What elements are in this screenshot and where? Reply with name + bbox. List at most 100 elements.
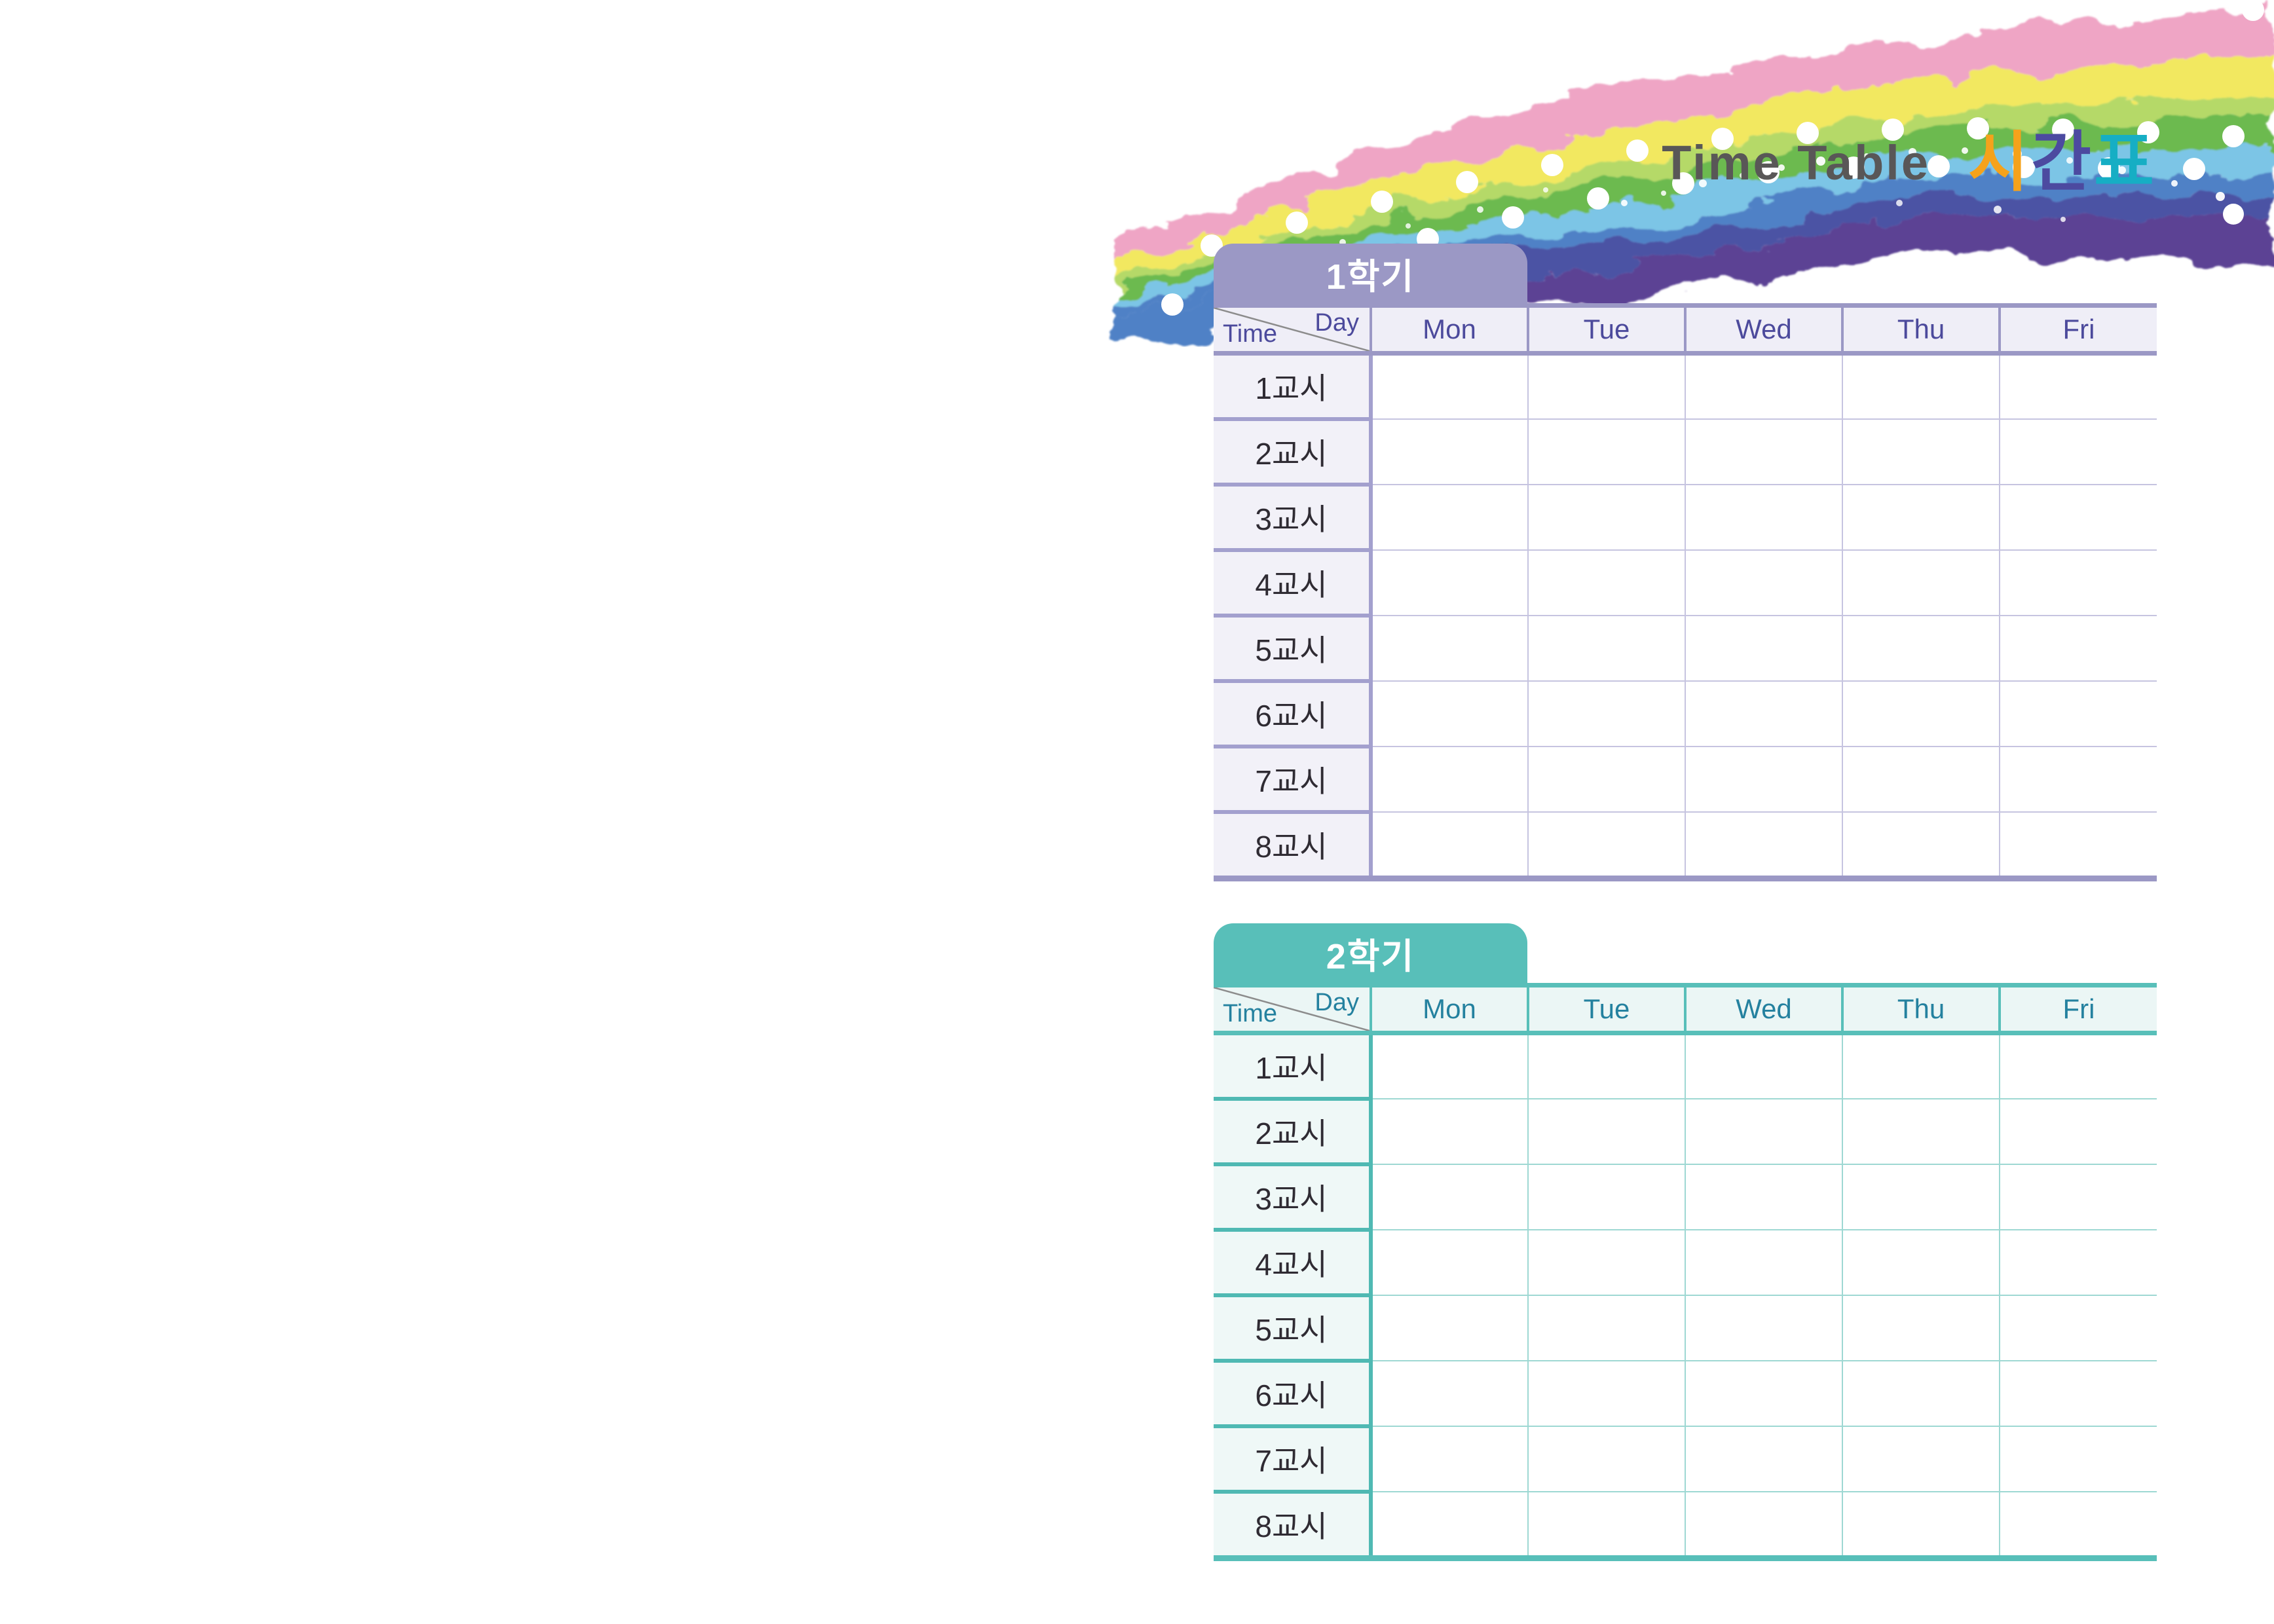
timetable-cell[interactable] <box>1685 681 1842 747</box>
timetable-cell[interactable] <box>1999 1164 2157 1230</box>
timetable-cell[interactable] <box>1370 485 1528 551</box>
timetable-cell[interactable] <box>1842 1164 2000 1230</box>
timetable-cell[interactable] <box>1842 681 2000 747</box>
timetable-cell[interactable] <box>1527 747 1685 813</box>
title-korean-char: 간 <box>2031 126 2094 199</box>
timetable-cell[interactable] <box>1842 1426 2000 1492</box>
timetable-cell[interactable] <box>1370 1426 1528 1492</box>
period-label: 1교시 <box>1214 1033 1373 1101</box>
semester-2-grid: Day Time Mon Tue Wed Thu Fri 1교시 2교시 <box>1214 983 2157 1561</box>
timetable-cell[interactable] <box>1685 747 1842 813</box>
timetable-cell[interactable] <box>1685 1164 1842 1230</box>
timetable-cell[interactable] <box>1685 1361 1842 1427</box>
timetable-cell[interactable] <box>1999 550 2157 616</box>
timetable-cell[interactable] <box>1527 1492 1685 1559</box>
timetable-cell[interactable] <box>1842 419 2000 485</box>
timetable-cell[interactable] <box>1527 681 1685 747</box>
timetable-cell[interactable] <box>1685 485 1842 551</box>
timetable-cell[interactable] <box>1999 1492 2157 1559</box>
timetable-cell[interactable] <box>1842 1033 2000 1099</box>
timetable-cell[interactable] <box>1685 1295 1842 1361</box>
semester-2-timetable: 2학기 Day Time Mon Tue Wed Thu Fri <box>1214 923 2157 1561</box>
timetable-cell[interactable] <box>1842 485 2000 551</box>
timetable-cell[interactable] <box>1370 1361 1528 1427</box>
timetable-cell[interactable] <box>1370 1164 1528 1230</box>
timetable-cell[interactable] <box>1370 812 1528 879</box>
corner-day-label: Day <box>1314 309 1359 337</box>
timetable-cell[interactable] <box>1842 747 2000 813</box>
day-header-row: Day Time Mon Tue Wed Thu Fri <box>1214 303 2157 356</box>
timetable-cell[interactable] <box>1527 550 1685 616</box>
timetable-cell[interactable] <box>1842 1492 2000 1559</box>
period-row: 4교시 <box>1214 550 2157 618</box>
timetable-cell[interactable] <box>1370 1295 1528 1361</box>
timetable-cell[interactable] <box>1527 1099 1685 1165</box>
timetable-cell[interactable] <box>1685 1426 1842 1492</box>
timetable-cell[interactable] <box>1527 616 1685 682</box>
timetable-cell[interactable] <box>1685 1099 1842 1165</box>
timetable-cell[interactable] <box>1527 1033 1685 1099</box>
timetable-cell[interactable] <box>1685 550 1842 616</box>
timetable-cell[interactable] <box>1842 616 2000 682</box>
timetable-cell[interactable] <box>1842 812 2000 879</box>
timetable-cell[interactable] <box>1842 1230 2000 1296</box>
timetable-cell[interactable] <box>1370 747 1528 813</box>
period-row: 4교시 <box>1214 1230 2157 1297</box>
timetable-cell[interactable] <box>1527 1164 1685 1230</box>
timetable-cell[interactable] <box>1842 1361 2000 1427</box>
timetable-cell[interactable] <box>1999 353 2157 420</box>
timetable-cell[interactable] <box>1370 1230 1528 1296</box>
title-korean-char: 표 <box>2094 126 2157 199</box>
timetable-cell[interactable] <box>1842 1099 2000 1165</box>
timetable-cell[interactable] <box>1370 550 1528 616</box>
timetable-cell[interactable] <box>1370 353 1528 420</box>
timetable-cell[interactable] <box>1842 353 2000 420</box>
timetable-cell[interactable] <box>1527 1295 1685 1361</box>
timetable-cell[interactable] <box>1842 550 2000 616</box>
day-header-mon: Mon <box>1370 303 1528 356</box>
timetable-cell[interactable] <box>1999 1099 2157 1165</box>
timetable-cell[interactable] <box>1999 419 2157 485</box>
period-row: 7교시 <box>1214 747 2157 814</box>
timetable-cell[interactable] <box>1999 681 2157 747</box>
period-label: 5교시 <box>1214 1295 1373 1363</box>
timetable-cell[interactable] <box>1685 353 1842 420</box>
timetable-cell[interactable] <box>1999 747 2157 813</box>
timetable-cell[interactable] <box>1999 812 2157 879</box>
timetable-cell[interactable] <box>1527 485 1685 551</box>
timetable-cell[interactable] <box>1685 1230 1842 1296</box>
timetable-cell[interactable] <box>1370 1099 1528 1165</box>
timetable-cell[interactable] <box>1999 1426 2157 1492</box>
timetable-cell[interactable] <box>1527 1426 1685 1492</box>
timetable-cell[interactable] <box>1370 681 1528 747</box>
timetable-cell[interactable] <box>1999 616 2157 682</box>
timetable-cell[interactable] <box>1999 1361 2157 1427</box>
timetable-cell[interactable] <box>1685 1492 1842 1559</box>
day-header-tue: Tue <box>1527 983 1685 1035</box>
title-korean-char: 시 <box>1968 126 2031 199</box>
period-row: 5교시 <box>1214 1295 2157 1363</box>
title-english: Time Table <box>1662 135 1930 190</box>
timetable-cell[interactable] <box>1370 1033 1528 1099</box>
period-label: 7교시 <box>1214 747 1373 814</box>
timetable-cell[interactable] <box>1685 419 1842 485</box>
timetable-cell[interactable] <box>1527 419 1685 485</box>
timetable-cell[interactable] <box>1527 812 1685 879</box>
timetable-cell[interactable] <box>1685 1033 1842 1099</box>
timetable-cell[interactable] <box>1999 1033 2157 1099</box>
timetable-cell[interactable] <box>1999 1295 2157 1361</box>
semester-2-tab: 2학기 <box>1214 923 1527 983</box>
timetable-cell[interactable] <box>1842 1295 2000 1361</box>
timetable-cell[interactable] <box>1999 1230 2157 1296</box>
timetable-cell[interactable] <box>1370 419 1528 485</box>
timetable-cell[interactable] <box>1527 353 1685 420</box>
timetable-cell[interactable] <box>1999 485 2157 551</box>
timetable-cell[interactable] <box>1685 812 1842 879</box>
timetable-cell[interactable] <box>1370 616 1528 682</box>
period-label: 4교시 <box>1214 1230 1373 1297</box>
timetable-cell[interactable] <box>1685 616 1842 682</box>
timetable-cell[interactable] <box>1527 1361 1685 1427</box>
timetable-cell[interactable] <box>1370 1492 1528 1559</box>
timetable-cell[interactable] <box>1527 1230 1685 1296</box>
